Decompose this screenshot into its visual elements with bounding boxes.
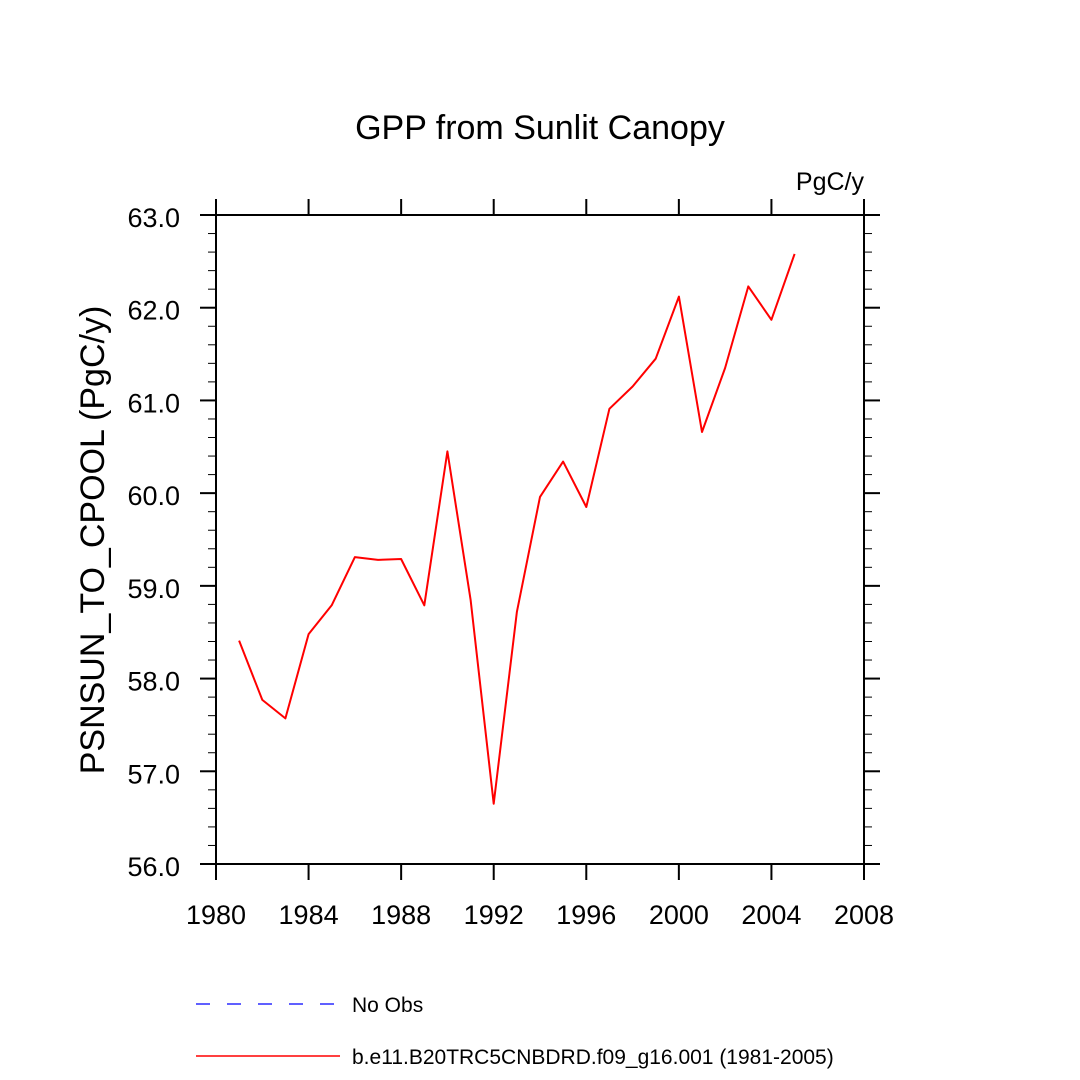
x-tick-label: 2004: [741, 900, 801, 930]
series-layer: [238, 253, 796, 805]
chart-title: GPP from Sunlit Canopy: [355, 109, 725, 147]
x-tick-label: 1996: [556, 900, 616, 930]
plot-frame: [215, 214, 865, 865]
y-tick-label: 62.0: [127, 296, 180, 326]
legend-label-no-obs: No Obs: [352, 994, 423, 1017]
x-tick-label: 1980: [186, 900, 246, 930]
y-tick-label: 58.0: [127, 667, 180, 697]
x-tick-label: 1992: [464, 900, 524, 930]
legend: No Obs b.e11.B20TRC5CNBDRD.f09_g16.001 (…: [196, 994, 834, 1069]
y-tick-label: 56.0: [127, 852, 180, 882]
x-tick-label: 1988: [371, 900, 431, 930]
x-tick-label: 2008: [834, 900, 894, 930]
legend-label-model: b.e11.B20TRC5CNBDRD.f09_g16.001 (1981-20…: [352, 1046, 834, 1069]
series-line-model: [238, 253, 796, 805]
y-axis-ticks: 56.0 57.0 58.0 59.0 60.0 61.0 62.0 63.0: [127, 203, 880, 882]
y-tick-label: 60.0: [127, 481, 180, 511]
units-label: PgC/y: [796, 168, 865, 196]
x-axis-ticks: 1980 1984 1988 1992 1996 2000 2004 2008: [186, 199, 894, 930]
y-tick-label: 57.0: [127, 759, 180, 789]
y-tick-label: 63.0: [127, 203, 180, 233]
x-tick-label: 1984: [279, 900, 339, 930]
y-tick-label: 61.0: [127, 388, 180, 418]
x-tick-label: 2000: [649, 900, 709, 930]
y-tick-label: 59.0: [127, 574, 180, 604]
y-axis-label: PSNSUN_TO_CPOOL (PgC/y): [74, 306, 112, 775]
